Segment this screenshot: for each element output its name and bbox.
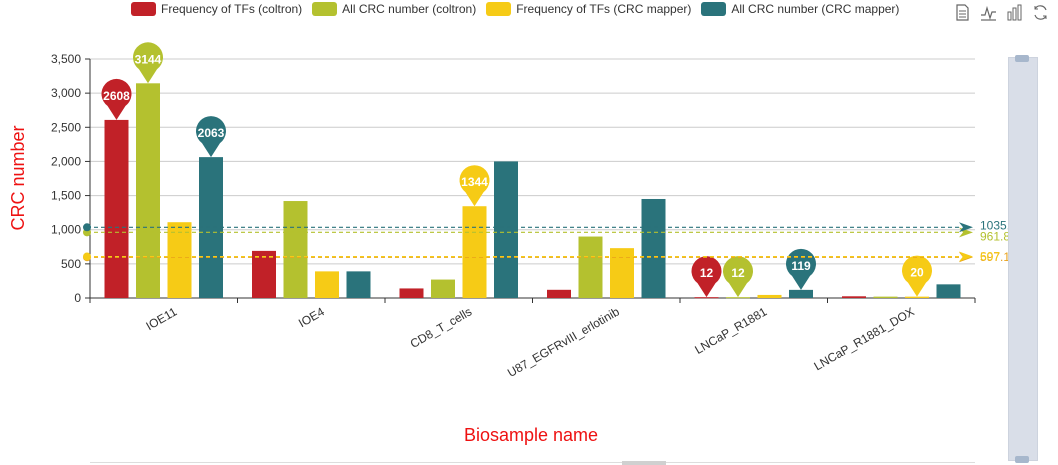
toolbox — [954, 4, 1049, 21]
markline-label: 1035.5 — [980, 218, 1017, 232]
bar — [694, 297, 719, 299]
legend-label: All CRC number (coltron) — [342, 2, 477, 16]
markpoint-label: 12 — [731, 266, 745, 280]
markpoint-pin: 12 — [691, 256, 722, 298]
legend-item[interactable]: All CRC number (CRC mapper) — [701, 2, 899, 16]
legend-item[interactable]: Frequency of TFs (coltron) — [131, 2, 302, 16]
legend-swatch — [486, 2, 512, 16]
markpoint-pin: 20 — [902, 255, 933, 297]
y-tick-label: 500 — [61, 257, 81, 271]
markline-arrow — [959, 251, 973, 262]
bar — [252, 250, 276, 298]
markpoint-label: 1344 — [461, 175, 488, 189]
markline-label: 961.83 — [980, 229, 1017, 243]
x-tick-label: U87_EGFRvIII_erlotinib — [505, 304, 622, 380]
legend-swatch — [312, 2, 338, 16]
legend-swatch — [131, 2, 156, 16]
y-tick-label: 3,000 — [51, 86, 81, 100]
bar — [726, 297, 750, 299]
legend-label: Frequency of TFs (CRC mapper) — [516, 2, 692, 16]
x-axis-title: Biosample name — [464, 425, 598, 445]
x-tick-label: IOE11 — [144, 304, 180, 333]
y-axis-title: CRC number — [8, 125, 28, 230]
legend-label: All CRC number (CRC mapper) — [731, 2, 900, 16]
bar — [283, 201, 308, 298]
legend-label: Frequency of TFs (coltron) — [161, 2, 303, 16]
markpoint-pin: 2608 — [101, 78, 132, 120]
markpoint-pin: 1344 — [459, 165, 490, 207]
markpoint-pin: 3144 — [133, 42, 163, 84]
bar — [842, 296, 866, 298]
y-tick-label: 2,500 — [51, 120, 81, 134]
slider-handle-bottom[interactable] — [1015, 456, 1029, 463]
bottom-scroll-mark[interactable] — [622, 461, 666, 465]
markline-label: 607 — [980, 250, 1000, 264]
y-tick-label: 2,000 — [51, 154, 81, 168]
bar — [346, 271, 371, 298]
bar — [905, 296, 929, 298]
bar — [641, 198, 666, 298]
bar — [315, 271, 339, 298]
markpoint-pin: 119 — [786, 248, 816, 290]
bar — [936, 284, 961, 298]
y-tick-label: 3,500 — [51, 52, 81, 66]
markline-start-dot — [83, 223, 91, 232]
markpoint-pin: 2063 — [196, 116, 226, 158]
bar — [462, 206, 487, 298]
bar — [399, 288, 424, 298]
bar — [610, 248, 634, 298]
bar — [431, 279, 455, 298]
x-tick-label: CD8_T_cells — [408, 304, 474, 350]
markpoint-label: 20 — [910, 266, 924, 280]
x-tick-label: LNCaP_R1881_DOX — [812, 304, 917, 373]
markpoint-label: 119 — [791, 259, 811, 273]
bar — [494, 161, 518, 298]
data-view-icon[interactable] — [954, 4, 971, 21]
y-tick-label: 1,000 — [51, 223, 81, 237]
markline-label: 597.17 — [980, 250, 1017, 264]
datazoom-slider[interactable] — [1008, 57, 1038, 461]
x-tick-label: IOE4 — [296, 304, 327, 330]
bar — [578, 236, 603, 298]
bar — [136, 83, 160, 298]
line-chart-icon[interactable] — [980, 4, 997, 21]
x-tick-label: LNCaP_R1881 — [692, 304, 769, 357]
markpoint-label: 3144 — [135, 52, 162, 66]
bar — [789, 289, 813, 298]
y-tick-label: 1,500 — [51, 189, 81, 203]
legend-swatch — [701, 2, 727, 16]
markpoint-pin: 12 — [723, 256, 754, 298]
y-tick-label: 0 — [74, 291, 81, 305]
bar — [167, 222, 192, 298]
bar — [547, 289, 571, 298]
bar-chart-icon[interactable] — [1006, 4, 1023, 21]
bar — [873, 296, 898, 298]
slider-handle-top[interactable] — [1015, 55, 1029, 62]
bar — [104, 119, 129, 298]
markpoint-label: 2063 — [198, 126, 225, 140]
bar — [757, 294, 782, 298]
markpoint-label: 2608 — [103, 89, 130, 103]
legend-item[interactable]: All CRC number (coltron) — [312, 2, 476, 16]
bottom-divider — [90, 462, 975, 463]
markline-start-dot — [83, 252, 91, 261]
markline-arrow — [959, 222, 973, 233]
restore-icon[interactable] — [1032, 4, 1049, 21]
legend-item[interactable]: Frequency of TFs (CRC mapper) — [486, 2, 691, 16]
markpoint-label: 12 — [700, 266, 714, 280]
legend: Frequency of TFs (coltron) All CRC number… — [131, 2, 899, 16]
